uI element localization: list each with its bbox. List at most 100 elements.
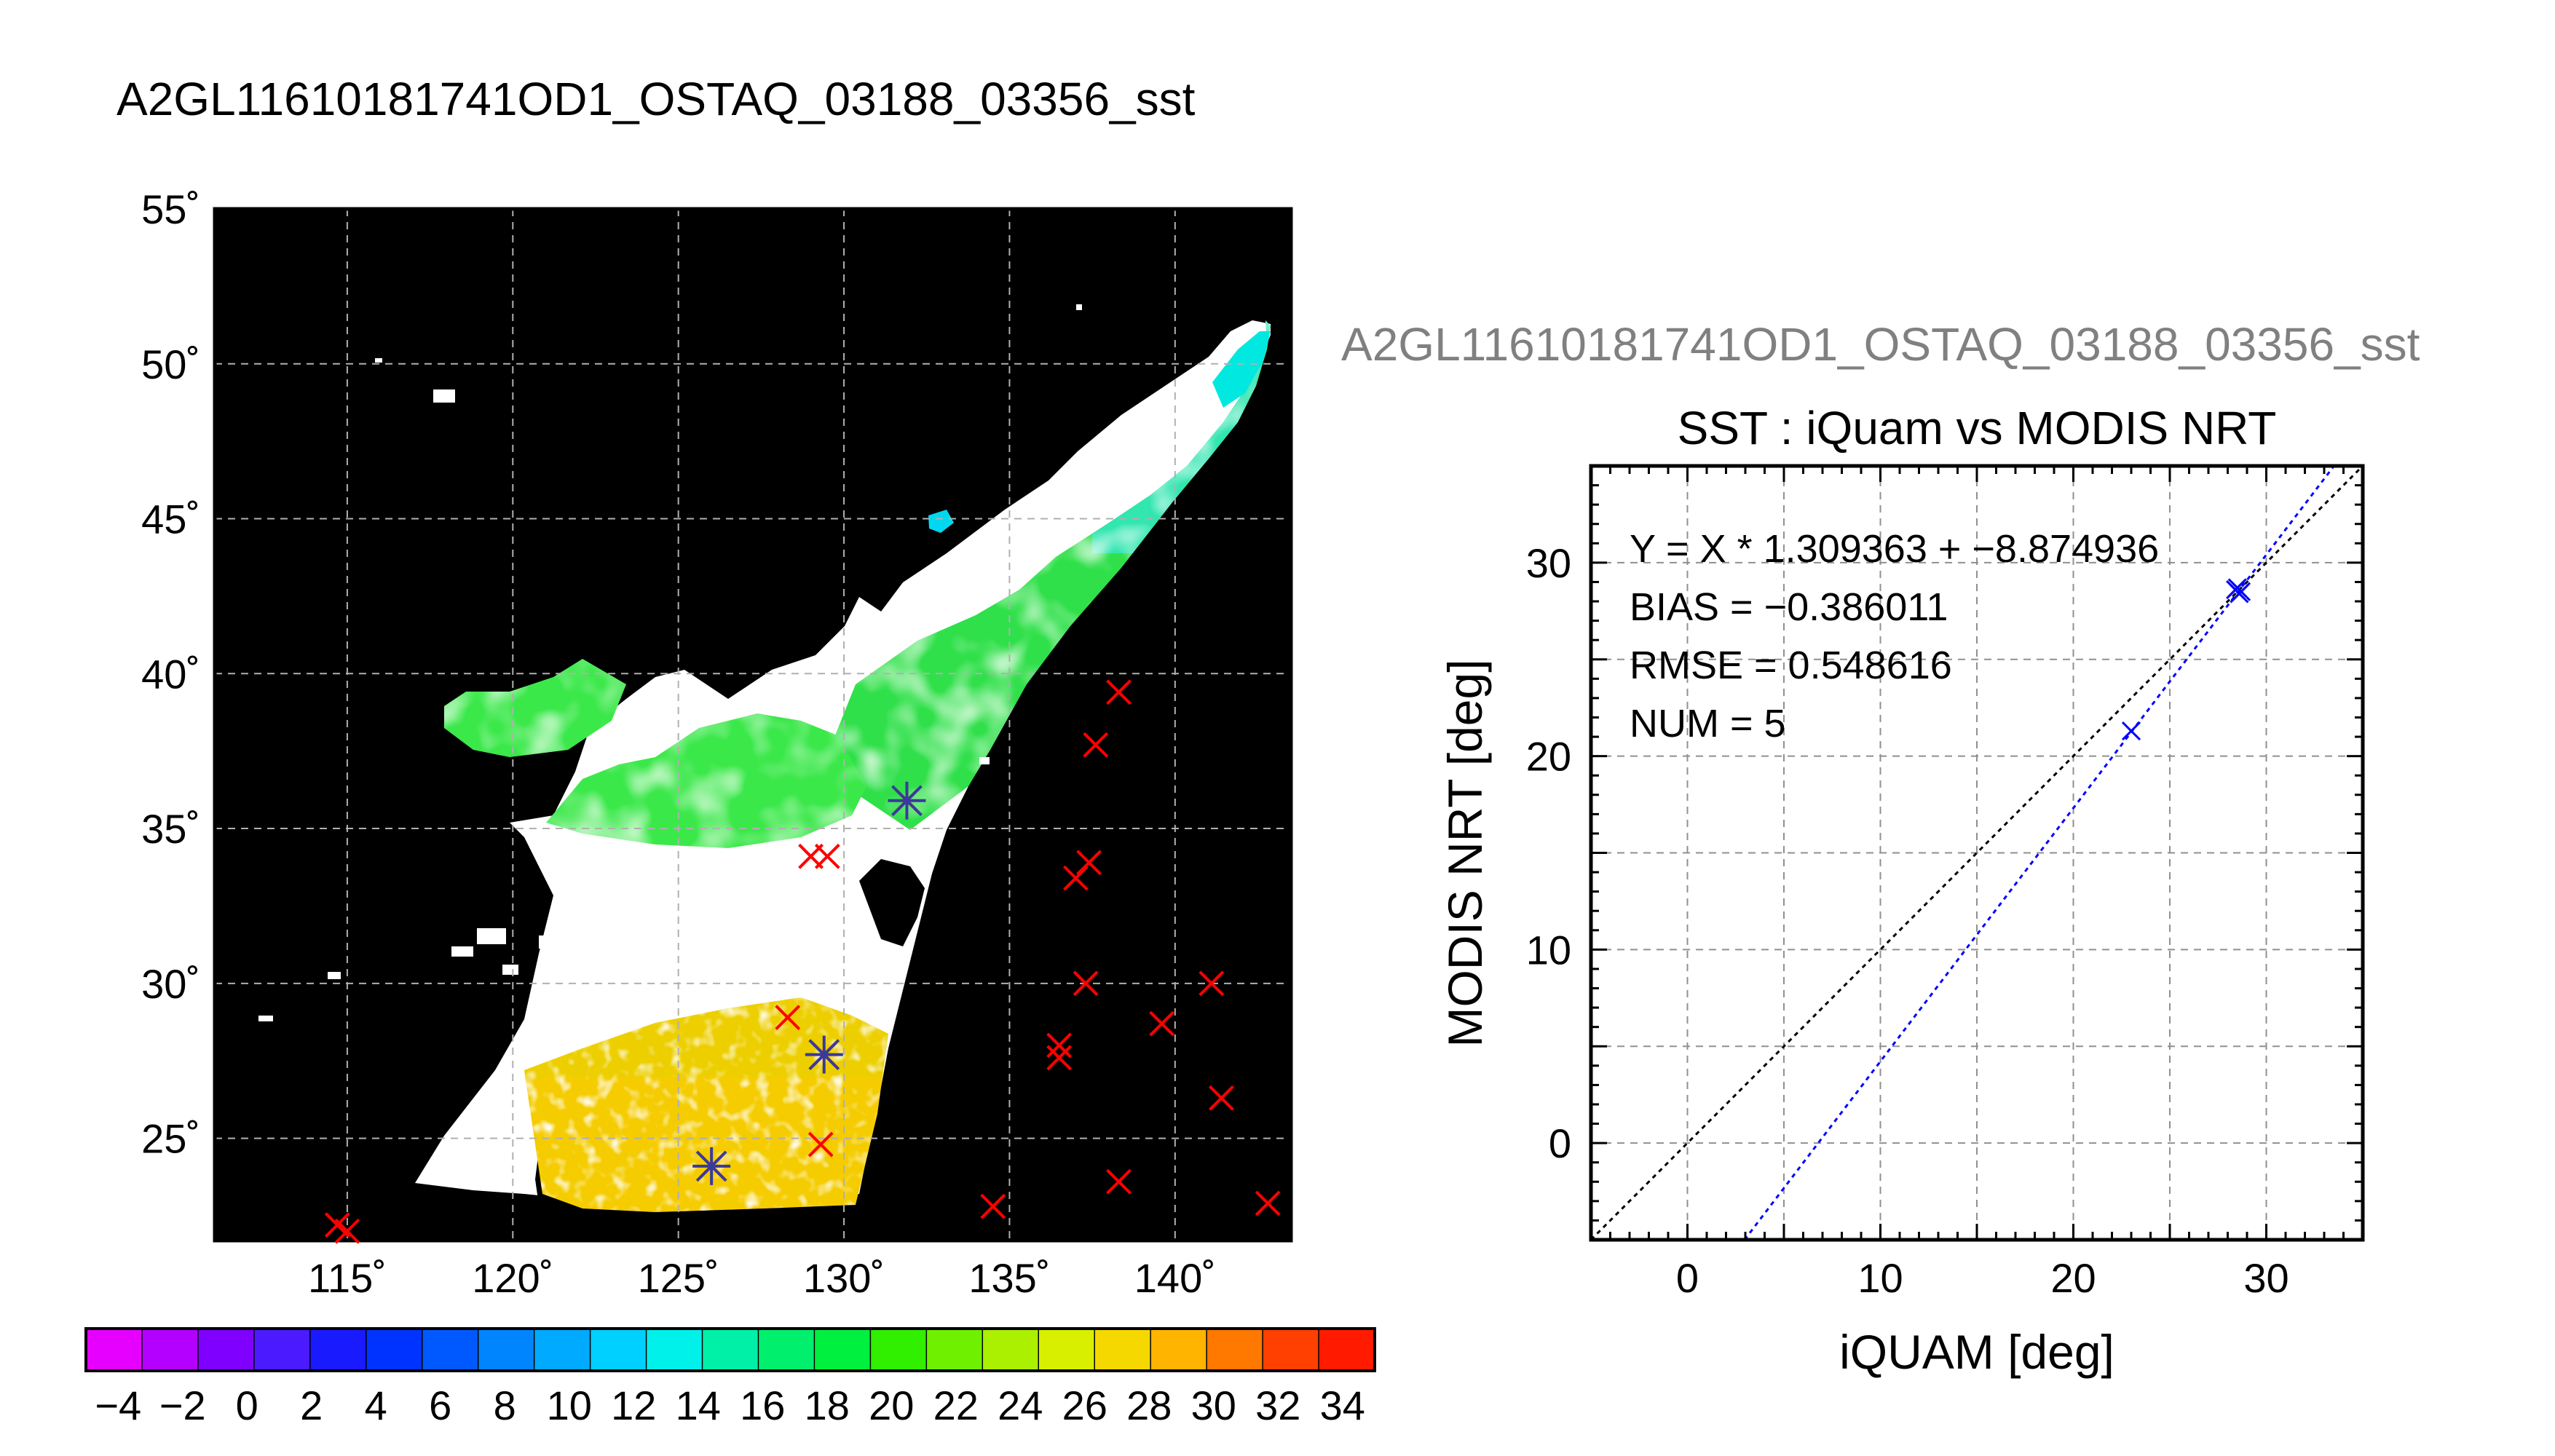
marker-stroke [1046,1045,1073,1071]
scatter-xtick-label: 0 [1676,1255,1699,1301]
colorbar-swatch [1263,1329,1319,1371]
colorbar-tick-label: 26 [1062,1382,1107,1428]
scatter-point [2227,578,2247,598]
matchup-asterisk-marker [805,1035,843,1074]
matchup-x-marker [1198,970,1225,997]
scatter-plot: 0 10 20 30 0 10 20 30 Y = X * 1.309363 + −8.874… [1438,464,2365,1379]
colorbar-swatch [870,1329,927,1371]
sst-map: 115˚ 120˚ 125˚ 130˚ 135˚ 140˚ 25˚ 30˚ 35˚ 40˚ 45˚ 5… [141,186,1293,1301]
matchup-x-marker [980,1193,1006,1219]
colorbar-tick-label: 14 [676,1382,721,1428]
scatter-ylabel: MODIS NRT [deg] [1438,659,1492,1047]
marker-stroke [1106,679,1132,705]
matchup-asterisk-marker [888,781,926,820]
map-axis-labels: 115˚ 120˚ 125˚ 130˚ 135˚ 140˚ 25˚ 30˚ 35˚ 40˚ 45˚ 5… [141,186,1216,1301]
matchup-x-marker [1255,1190,1281,1216]
map-frame [213,207,1293,1243]
colorbar-frame [84,1327,1376,1372]
map-xtick-label: 130˚ [803,1255,885,1301]
colorbar-swatch [366,1329,423,1371]
matchup-asterisk-marker [692,1147,731,1185]
map-xtick-label: 120˚ [472,1255,553,1301]
matchup-x-marker [1046,1032,1073,1059]
marker-stroke [1076,850,1102,876]
colorbar-tick-label: 18 [805,1382,850,1428]
matchup-x-marker [775,1005,801,1031]
scatter-ytick-label: 0 [1549,1120,1571,1166]
colorbar-swatch [478,1329,535,1371]
colorbar-swatch [1038,1329,1095,1371]
hokkaido-cyan-patch [1212,331,1271,408]
colorbar-tick-label: 24 [998,1382,1043,1428]
matchup-x-marker [807,1131,834,1158]
map-title: A2GL11610181741OD1_OSTAQ_03188_03356_sst [117,73,1196,125]
marker-stroke [1209,1085,1234,1111]
land-korea-kyushu [859,859,925,946]
colorbar-tick-label: 12 [611,1382,656,1428]
matchup-x-marker [1083,732,1109,758]
scatter-ytick-label: 30 [1526,540,1571,586]
matchup-x-marker [1073,970,1099,997]
map-ytick-label: 35˚ [141,806,200,852]
colorbar-tick-label: 30 [1191,1382,1236,1428]
matchup-x-marker [1046,1045,1073,1071]
map-ytick-label: 30˚ [141,961,200,1007]
marker-stroke [775,1005,801,1031]
colorbar-swatch [141,1329,199,1371]
sst-colorbar: −4 −2 0 2 4 6 8 10 12 14 16 18 20 22 24 26 28 30 32 34 [84,1327,1376,1428]
colorbar-tick-label: 0 [236,1382,258,1428]
scatter-ytick-label: 10 [1526,927,1571,973]
colorbar-tick-label: 20 [869,1382,914,1428]
colorbar-swatch [590,1329,647,1371]
colorbar-tick-label: 6 [429,1382,451,1428]
colorbar-swatch [814,1329,871,1371]
scatter-xtick-label: 20 [2050,1255,2096,1301]
colorbar-swatch [1319,1329,1375,1371]
identity-line [1591,466,2363,1240]
scatter-xtick-label: 10 [1857,1255,1903,1301]
colorbar-swatch [1150,1329,1207,1371]
colorbar-swatch [534,1329,591,1371]
colorbar-tick-label: 10 [547,1382,592,1428]
map-ytick-label: 25˚ [141,1116,200,1162]
point-stroke [2121,721,2141,741]
colorbar-swatch [982,1329,1039,1371]
colorbar-swatch [702,1329,759,1371]
marker-stroke [1198,970,1225,997]
matchup-x-marker [814,843,840,869]
map-xtick-label: 115˚ [308,1255,387,1301]
map-xtick-label: 125˚ [638,1255,719,1301]
marker-stroke [980,1193,1006,1219]
scatter-ytick-label: 20 [1526,734,1571,780]
colorbar-tick-label: 16 [740,1382,785,1428]
matchup-x-marker [1106,1168,1132,1195]
colorbar-swatch [86,1329,143,1371]
colorbar-swatch [309,1329,367,1371]
colorbar-tick-label: 22 [933,1382,979,1428]
matchup-x-marker [1149,1010,1175,1037]
map-ytick-label: 40˚ [141,651,200,697]
marker-stroke [1106,1168,1132,1195]
map-xtick-label: 140˚ [1134,1255,1216,1301]
marker-stroke [1062,865,1089,891]
map-xtick-label: 135˚ [968,1255,1050,1301]
matchup-x-marker [334,1218,360,1244]
marker-stroke [1073,970,1099,997]
scatter-header: A2GL11610181741OD1_OSTAQ_03188_03356_sst [1341,318,2420,371]
matchup-x-marker [1106,679,1132,705]
stats-annotation: Y = X * 1.309363 + −8.874936 BIAS = −0.3… [1630,527,2159,745]
marker-stroke [1255,1190,1281,1216]
colorbar-tick-label: 34 [1320,1382,1365,1428]
colorbar-swatch [197,1329,255,1371]
marker-stroke [324,1212,350,1238]
colorbar-swatch [646,1329,703,1371]
colorbar-tick-label: 8 [494,1382,516,1428]
matchup-x-marker [1209,1085,1234,1111]
cyan-spot [928,510,954,533]
matchup-x-marker [1062,865,1089,891]
scatter-xtick-label: 30 [2243,1255,2289,1301]
map-ytick-label: 55˚ [141,186,200,232]
scatter-points [2121,578,2251,741]
map-ytick-label: 50˚ [141,341,200,387]
